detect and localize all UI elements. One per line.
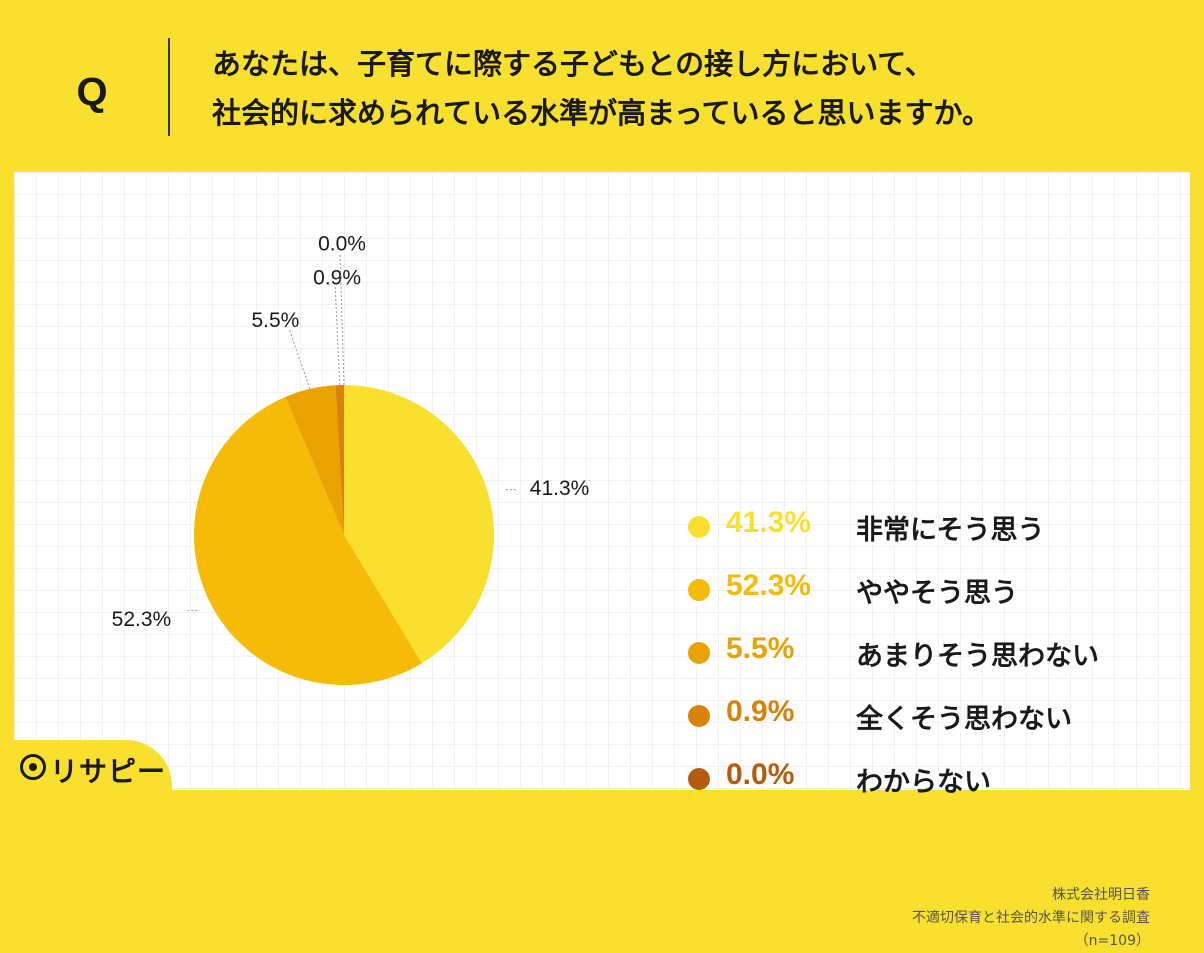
- source-sample: （n=109）: [1074, 933, 1150, 949]
- legend-label: わからない: [856, 767, 991, 798]
- leader-line: [288, 329, 311, 390]
- legend-value: 52.3%: [726, 569, 812, 602]
- question-header: Q あなたは、子育てに際する子どもとの接し方において、 社会的に求められている水…: [0, 0, 1204, 172]
- question-line-1: あなたは、子育てに際する子どもとの接し方において、: [212, 47, 934, 81]
- legend-dot: [688, 768, 710, 790]
- legend-value: 5.5%: [726, 632, 795, 665]
- slice-data-label: 52.3%: [112, 608, 172, 631]
- pin-icon: [20, 754, 46, 780]
- legend-label: あまりそう思わない: [856, 641, 1099, 672]
- legend-label: ややそう思う: [856, 578, 1018, 609]
- slice-data-label: 0.9%: [313, 267, 361, 290]
- source-company: 株式会社明日香: [1052, 887, 1150, 903]
- legend-dot: [688, 642, 710, 664]
- slice-data-label: 0.0%: [318, 233, 366, 256]
- slice-data-label: 41.3%: [530, 477, 590, 500]
- legend-value: 0.9%: [726, 695, 795, 728]
- legend-label: 非常にそう思う: [856, 515, 1045, 546]
- chart-panel: 41.3% 52.3% 5.5% 0.9% 0.0% 41.3% 非常にそう思う 52.…: [14, 172, 1190, 949]
- legend-dot: [688, 705, 710, 727]
- source-survey: 不適切保育と社会的水準に関する調査: [912, 910, 1150, 926]
- header-divider: [168, 38, 170, 136]
- question-line-2: 社会的に求められている水準が高まっていると思いますか。: [212, 96, 991, 130]
- leader-line: [334, 287, 341, 386]
- legend-label: 全くそう思わない: [856, 704, 1072, 735]
- legend-dot: [688, 516, 710, 538]
- legend-value: 41.3%: [726, 506, 812, 539]
- question-marker: Q: [76, 70, 108, 114]
- pie-slice-2: [193, 396, 422, 686]
- pie-slice-3: [285, 385, 344, 535]
- question-text: あなたは、子育てに際する子どもとの接し方において、 社会的に求められている水準が…: [212, 40, 1172, 138]
- pie-slice-4: [335, 385, 344, 535]
- pie-slice-1: [344, 385, 494, 664]
- source-note: 株式会社明日香 不適切保育と社会的水準に関する調査 （n=109）: [912, 884, 1150, 953]
- brand-logo: リサピー: [0, 740, 172, 804]
- logo-text: リサピー: [50, 755, 167, 788]
- pie-chart: 41.3% 52.3% 5.5% 0.9% 0.0%: [112, 233, 590, 686]
- legend-dot: [688, 579, 710, 601]
- slice-data-label: 5.5%: [251, 309, 299, 332]
- legend-value: 0.0%: [726, 758, 795, 791]
